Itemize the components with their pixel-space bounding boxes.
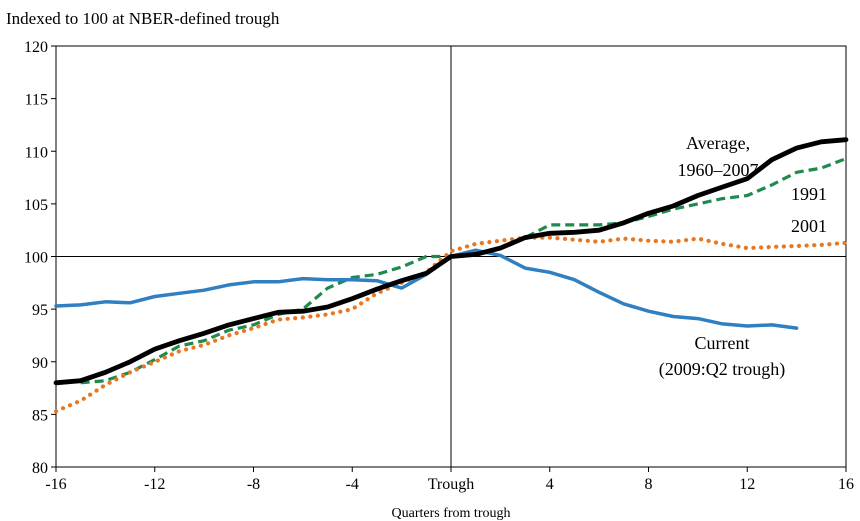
- y-axis-ticks: 80 85 90 95 100 105 110 115 120: [24, 39, 56, 477]
- y-tick-label: 115: [25, 92, 48, 109]
- y-tick-label: 85: [32, 407, 48, 424]
- chart-subtitle: Indexed to 100 at NBER-defined trough: [6, 9, 280, 28]
- x-tick-label: Trough: [428, 476, 475, 493]
- series-line-2001: [53, 235, 849, 414]
- y-tick-label: 120: [24, 39, 48, 56]
- series-line-average-1960-2007: [53, 137, 849, 386]
- x-tick-label: -8: [247, 476, 260, 493]
- y-tick-label: 110: [25, 144, 48, 161]
- average-series-label-line2: 1960–2007: [678, 160, 759, 180]
- average-series-label-line1: Average,: [686, 133, 750, 153]
- series-line-current: [54, 248, 799, 330]
- series-group: [53, 137, 849, 414]
- current-series-label-line1: Current: [695, 333, 750, 353]
- x-axis-ticks: -16 -12 -8 -4 Trough 4 8 12 16: [45, 467, 854, 493]
- series-label-1991: 1991: [791, 184, 827, 204]
- x-tick-label: 8: [645, 476, 653, 493]
- x-tick-label: 16: [838, 476, 854, 493]
- x-tick-label: -12: [144, 476, 165, 493]
- x-tick-label: 12: [739, 476, 755, 493]
- y-tick-label: 100: [24, 250, 48, 267]
- y-tick-label: 95: [32, 302, 48, 319]
- series-label-2001: 2001: [791, 216, 827, 236]
- y-tick-label: 80: [32, 460, 48, 477]
- x-tick-label: -16: [45, 476, 66, 493]
- current-series-label-line2: (2009:Q2 trough): [659, 359, 785, 380]
- x-tick-label: 4: [546, 476, 554, 493]
- x-axis-label: Quarters from trough: [392, 506, 511, 521]
- y-tick-label: 90: [32, 355, 48, 372]
- y-tick-label: 105: [24, 197, 48, 214]
- x-tick-label: -4: [346, 476, 359, 493]
